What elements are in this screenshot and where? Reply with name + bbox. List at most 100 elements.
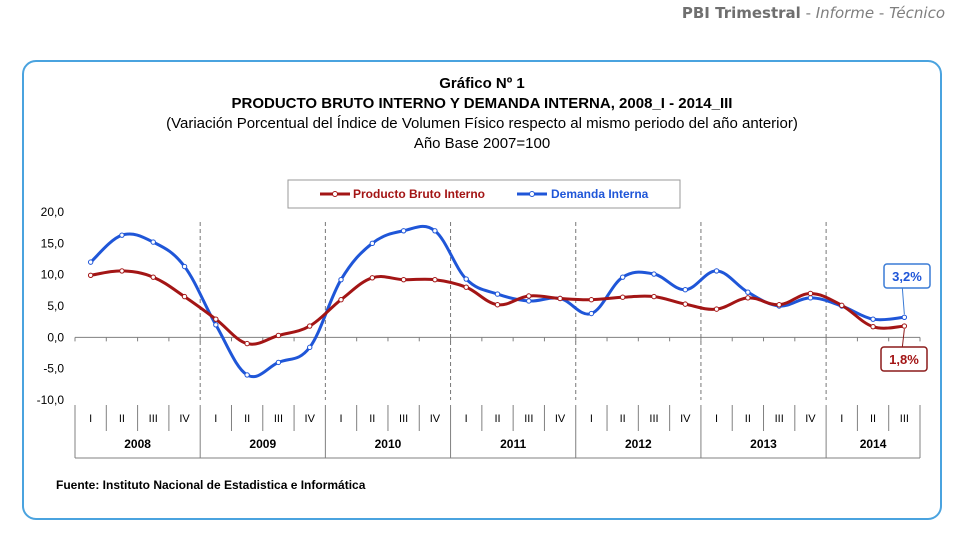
data-point-pbi [432, 276, 438, 283]
quarter-label: III [399, 413, 408, 425]
data-point-pbi [526, 293, 532, 299]
year-label: 2013 [750, 437, 777, 451]
data-point-demanda-interna [494, 291, 501, 297]
annotation-demanda-value: 3,2% [892, 269, 922, 284]
annotation-box-demanda [883, 263, 931, 289]
quarter-label: I [840, 413, 843, 425]
data-point-demanda-interna [901, 314, 908, 320]
quarter-label: II [745, 413, 751, 425]
quarter-label: IV [680, 413, 691, 425]
data-point-demanda-interna [150, 239, 156, 245]
data-point-demanda-interna [588, 310, 595, 317]
quarter-label: I [465, 413, 468, 425]
data-point-pbi [588, 297, 595, 303]
header-sep-2: - [874, 4, 890, 22]
quarter-label: II [244, 413, 250, 425]
quarter-label: III [524, 413, 533, 425]
quarter-label: II [119, 413, 125, 425]
y-tick-label: 10,0 [41, 268, 65, 282]
data-point-demanda-interna [275, 359, 282, 366]
chart-subtitle-note: (Variación Porcentual del Índice de Volu… [166, 115, 798, 132]
data-point-demanda-interna [807, 295, 814, 301]
series-line-pbi [90, 269, 905, 346]
quarter-label: II [870, 413, 876, 425]
y-tick-label: 0,0 [47, 330, 64, 344]
year-label: 2012 [625, 437, 652, 451]
quarter-label: IV [555, 413, 566, 425]
data-point-pbi [745, 295, 751, 301]
data-point-pbi [307, 323, 313, 329]
quarter-label: I [339, 413, 342, 425]
y-tick-label: -5,0 [43, 362, 64, 376]
data-point-demanda-interna [338, 276, 344, 283]
data-point-pbi [275, 332, 282, 339]
legend-label-pbi: Producto Bruto Interno [353, 187, 485, 201]
data-point-pbi [463, 284, 469, 290]
data-point-pbi [557, 295, 563, 302]
data-point-demanda-interna [119, 232, 125, 238]
data-point-demanda-interna [526, 298, 532, 304]
series-line-demanda-interna [89, 224, 905, 379]
data-point-demanda-interna [432, 228, 438, 234]
data-point-pbi [181, 293, 188, 300]
data-point-pbi [213, 316, 219, 322]
data-point-demanda-interna [400, 228, 407, 234]
data-point-pbi [839, 302, 845, 309]
data-point-demanda-interna [244, 372, 250, 378]
chart-subtitle-base: Año Base 2007=100 [413, 135, 551, 152]
data-point-demanda-interna [745, 289, 751, 295]
y-tick-label: 15,0 [41, 236, 65, 250]
data-point-demanda-interna [682, 287, 688, 293]
data-point-demanda-interna [713, 268, 720, 274]
year-label: 2011 [500, 437, 526, 451]
data-point-pbi [244, 340, 250, 347]
chart-title: Gráfico Nº 1 [439, 75, 525, 92]
header-tecnico: Técnico [889, 4, 945, 22]
quarter-label: IV [305, 413, 316, 425]
source-note: Fuente: Instituto Nacional de Estadistic… [56, 478, 366, 492]
annotation-pointer-pbi [901, 328, 905, 348]
data-point-pbi [776, 302, 782, 308]
chart-subtitle: PRODUCTO BRUTO INTERNO Y DEMANDA INTERNA… [231, 95, 733, 112]
quarter-label: I [590, 413, 593, 425]
data-point-pbi [651, 293, 657, 300]
data-point-pbi [338, 297, 344, 303]
data-point-pbi [87, 272, 94, 278]
data-point-pbi [682, 301, 688, 307]
data-point-demanda-interna [213, 322, 219, 328]
data-point-pbi [400, 276, 407, 283]
year-label: 2008 [124, 437, 151, 451]
legend-marker-pbi [332, 191, 338, 197]
quarter-label: III [775, 413, 784, 425]
data-point-demanda-interna [369, 240, 376, 247]
data-point-pbi [150, 274, 156, 280]
data-point-demanda-interna [651, 271, 657, 277]
year-label: 2009 [249, 437, 276, 451]
quarter-label: II [620, 413, 626, 425]
data-point-demanda-interna [307, 344, 313, 351]
data-point-pbi [619, 294, 626, 300]
quarter-label: II [494, 413, 500, 425]
data-point-pbi [713, 306, 720, 312]
quarter-label: I [214, 413, 217, 425]
data-point-demanda-interna [463, 276, 469, 282]
quarter-label: IV [805, 413, 816, 425]
legend-box [287, 179, 681, 209]
header-informe: Informe [815, 4, 875, 22]
quarter-label: II [369, 413, 375, 425]
quarter-label: I [715, 413, 718, 425]
annotation-pointer-demanda [901, 287, 905, 315]
data-point-demanda-interna [87, 259, 94, 265]
quarter-label: IV [430, 413, 441, 425]
year-label: 2014 [860, 437, 887, 451]
header-sep-1: - [800, 4, 816, 22]
y-tick-label: -10,0 [37, 393, 65, 407]
annotation-box-pbi [880, 346, 928, 372]
data-point-pbi [494, 302, 501, 308]
y-tick-label: 20,0 [41, 205, 65, 219]
data-point-demanda-interna [619, 274, 626, 280]
legend-marker-demanda [529, 191, 535, 197]
quarter-label: III [274, 413, 283, 425]
quarter-label: III [149, 413, 158, 425]
